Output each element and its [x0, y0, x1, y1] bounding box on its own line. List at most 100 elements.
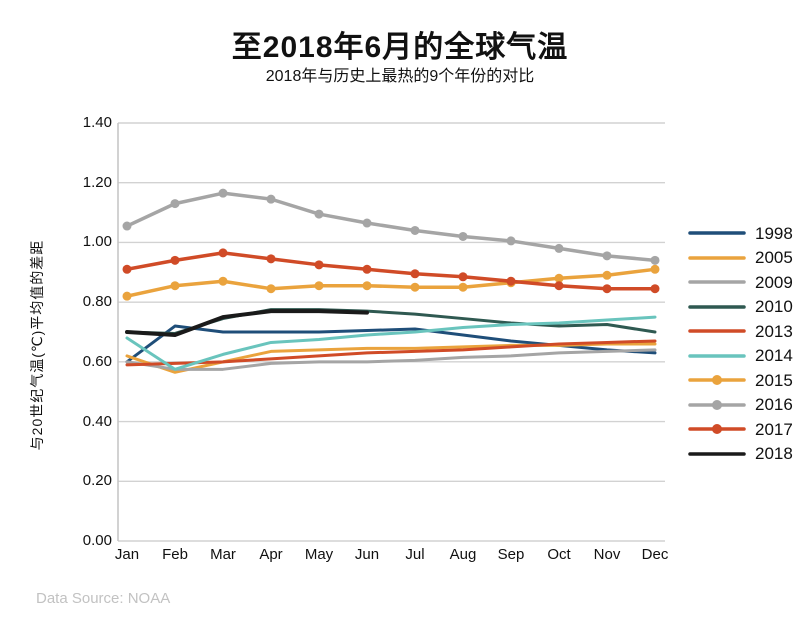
- series-marker-2016: [458, 231, 468, 241]
- legend-item-2015: 2015: [688, 368, 793, 393]
- legend-label-2015: 2015: [755, 370, 793, 390]
- series-line-2013: [125, 339, 657, 367]
- series-line-2014: [125, 315, 657, 371]
- chart-subtitle: 2018年与历史上最热的9个年份的对比: [265, 68, 535, 85]
- series-marker-2016: [218, 188, 228, 198]
- series-marker-2016: [362, 218, 372, 228]
- series-marker-2015: [458, 282, 468, 292]
- legend-label-2017: 2017: [755, 419, 793, 439]
- x-tick-label-Apr: Apr: [259, 546, 283, 563]
- legend-item-2018: 2018: [688, 442, 793, 467]
- legend-marker-2016: [712, 399, 722, 410]
- series-marker-2016: [506, 236, 516, 246]
- series-marker-2017: [458, 272, 468, 282]
- series-line-2017: [125, 251, 657, 291]
- series-marker-2017: [314, 260, 324, 270]
- legend-swatch-2005: [688, 256, 746, 260]
- legend-label-2009: 2009: [755, 272, 793, 292]
- series-marker-2017: [650, 284, 660, 294]
- legend-swatch-2018: [688, 452, 746, 456]
- series-marker-2015: [218, 276, 228, 286]
- series-marker-2016: [602, 251, 612, 261]
- series-marker-2016: [122, 221, 132, 231]
- legend-item-1998: 1998: [688, 221, 793, 246]
- x-tick-label-Jan: Jan: [114, 546, 140, 563]
- series-marker-2016: [314, 209, 324, 219]
- legend-swatch-2015: [688, 375, 746, 386]
- series-line-2018: [125, 309, 369, 337]
- x-tick-label-May: May: [304, 546, 334, 563]
- x-tick-label-Feb: Feb: [162, 546, 188, 563]
- series-marker-2017: [266, 254, 276, 264]
- x-tick-label-Oct: Oct: [547, 546, 571, 563]
- y-tick-label-0.00: 0.00: [82, 532, 112, 549]
- x-tick-label-Mar: Mar: [210, 546, 236, 563]
- x-tick-label-Dec: Dec: [641, 546, 669, 563]
- x-tick-label-Aug: Aug: [449, 546, 477, 563]
- legend-label-1998: 1998: [755, 223, 793, 243]
- data-source: Data Source: NOAA: [36, 590, 171, 607]
- series-line-2015: [125, 267, 657, 298]
- series-marker-2015: [362, 281, 372, 291]
- y-tick-label-0.80: 0.80: [82, 293, 112, 311]
- legend-item-2009: 2009: [688, 270, 793, 295]
- legend-swatch-2014: [688, 354, 746, 358]
- series-marker-2015: [650, 264, 660, 274]
- legend-label-2013: 2013: [755, 321, 793, 341]
- legend-swatch-2009: [688, 280, 746, 284]
- chart-title: 至2018年6月的全球气温: [231, 31, 569, 64]
- legend-swatch-2016: [688, 399, 746, 410]
- series-marker-2016: [650, 255, 660, 265]
- y-tick-label-1.20: 1.20: [82, 173, 112, 191]
- y-tick-label-1.00: 1.00: [82, 233, 112, 251]
- series-marker-2017: [122, 264, 132, 274]
- chart-legend: 1998 2005 2009 2010 2013 2014 2015 2016 2017 2018: [688, 221, 793, 466]
- legend-marker-2017: [712, 424, 722, 435]
- series-line-2009: [125, 348, 657, 371]
- series-marker-2017: [554, 281, 564, 291]
- legend-item-2014: 2014: [688, 344, 793, 369]
- legend-item-2016: 2016: [688, 393, 793, 418]
- series-marker-2016: [410, 225, 420, 235]
- y-tick-label-0.60: 0.60: [82, 352, 112, 370]
- legend-item-2013: 2013: [688, 319, 793, 344]
- x-tick-label-Jun: Jun: [354, 546, 380, 563]
- legend-label-2018: 2018: [755, 444, 793, 464]
- legend-label-2016: 2016: [755, 395, 793, 415]
- series-marker-2017: [218, 248, 228, 258]
- legend-label-2005: 2005: [755, 248, 793, 268]
- x-tick-label-Nov: Nov: [593, 546, 621, 563]
- legend-swatch-1998: [688, 231, 746, 235]
- series-marker-2015: [266, 284, 276, 294]
- x-tick-label-Sep: Sep: [497, 546, 525, 563]
- legend-item-2005: 2005: [688, 246, 793, 271]
- legend-item-2010: 2010: [688, 295, 793, 320]
- y-tick-label-0.40: 0.40: [82, 412, 112, 430]
- series-marker-2016: [554, 243, 564, 253]
- series-marker-2015: [554, 273, 564, 283]
- series-marker-2017: [506, 276, 516, 286]
- series-marker-2016: [266, 194, 276, 204]
- legend-label-2010: 2010: [755, 297, 793, 317]
- series-marker-2017: [410, 269, 420, 279]
- series-line-2016: [125, 191, 657, 263]
- series-marker-2015: [170, 281, 180, 291]
- series-marker-2016: [170, 199, 180, 209]
- y-tick-label-0.20: 0.20: [82, 472, 112, 490]
- legend-marker-2015: [712, 375, 722, 386]
- legend-swatch-2017: [688, 424, 746, 435]
- series-marker-2015: [122, 291, 132, 301]
- legend-swatch-2013: [688, 329, 746, 333]
- series-marker-2015: [410, 282, 420, 292]
- x-tick-label-Jul: Jul: [405, 546, 425, 563]
- y-tick-label-1.40: 1.40: [82, 114, 112, 131]
- legend-item-2017: 2017: [688, 417, 793, 442]
- series-marker-2017: [602, 284, 612, 294]
- y-axis-ticks: 0.00 0.20 0.40 0.60 0.80 1.00 1.20 1.40: [0, 0, 112, 633]
- series-marker-2017: [170, 255, 180, 265]
- series-marker-2015: [602, 270, 612, 280]
- legend-swatch-2010: [688, 305, 746, 309]
